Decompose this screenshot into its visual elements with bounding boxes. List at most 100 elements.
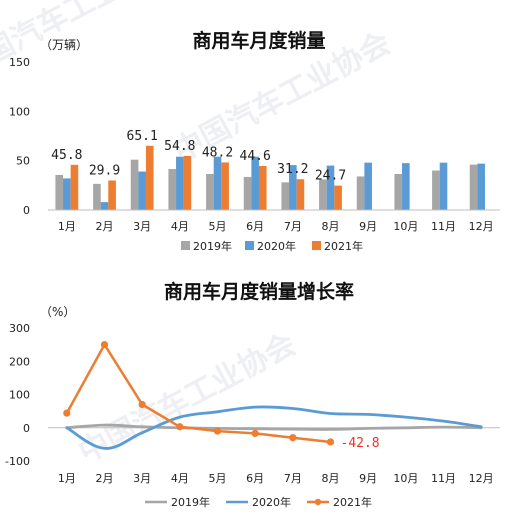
data-label-7月: 31.2 [277,162,308,177]
y-tick-label-150: 150 [9,56,30,69]
point-2021年-4月 [176,423,184,431]
y-tick-label-50: 50 [16,155,30,168]
y-tick-label--100: -100 [5,455,30,468]
point-2021年-5月 [213,427,222,435]
bar-2021年-2月 [108,180,116,210]
bar-2020年-7月 [289,165,297,210]
bar-2020年-11月 [439,162,448,210]
legend-label-2020年: 2020年 [257,239,296,253]
x-tick-label-6月: 6月 [246,472,264,485]
y-tick-label-0: 0 [23,422,30,435]
line-chart-legend: 2019年 2020年 2021年 [145,495,372,509]
bar-chart-title: 商用车月度销量 [192,29,325,52]
y-tick-label-100: 100 [9,389,30,402]
line-chart-unit: （%） [40,305,75,319]
x-tick-label-5月: 5月 [209,472,227,485]
bar-2020年-5月 [213,156,222,210]
point-2021年-2月 [100,341,109,349]
x-tick-label-2月: 2月 [96,220,114,233]
line-chart-data-labels: -42.8 [341,436,380,451]
bar-2019年-6月 [243,176,252,210]
bar-2019年-2月 [93,183,101,210]
point-2021年-6月 [251,429,259,438]
x-tick-label-7月: 7月 [284,220,302,233]
bar-2020年-9月 [364,162,372,210]
bar-2020年-1月 [63,178,71,210]
x-tick-label-10月: 10月 [393,472,418,485]
bar-2019年-7月 [281,182,290,210]
data-label-4月: 54.8 [164,139,195,154]
x-tick-label-12月: 12月 [469,220,494,233]
y-tick-label-100: 100 [9,105,30,118]
bar-chart: 商用车月度销量 （万辆） 0 50 100 150 1月 2月 3月 4月 5月 6月 7月 8月 9… [9,29,500,253]
bar-2019年-12月 [469,164,478,210]
bar-chart-x-axis: 1月 2月 3月 4月 5月 6月 7月 8月 9月 10月 11月 12月 [58,220,494,233]
x-tick-label-7月: 7月 [284,472,302,485]
bar-2020年-10月 [402,163,410,210]
x-tick-label-4月: 4月 [171,472,189,485]
legend-swatch-2019年 [181,241,190,250]
x-tick-label-8月: 8月 [322,472,340,485]
bar-2019年-3月 [130,159,139,210]
bar-2020年-3月 [138,171,146,210]
legend-swatch-2020年 [245,241,254,250]
x-tick-label-12月: 12月 [469,472,494,485]
y-tick-label-300: 300 [9,322,30,335]
bar-2019年-9月 [356,176,365,210]
x-tick-label-9月: 9月 [359,220,377,233]
bar-2020年-4月 [176,156,184,210]
x-tick-label-5月: 5月 [209,220,227,233]
point-2021年-1月 [63,409,71,417]
bar-2019年-4月 [168,169,177,210]
x-tick-label-3月: 3月 [133,220,151,233]
bar-2019年-5月 [206,173,214,210]
x-tick-label-8月: 8月 [322,220,340,233]
legend-label-2021年: 2021年 [333,495,372,509]
x-tick-label-11月: 11月 [431,220,456,233]
x-tick-label-2月: 2月 [96,472,114,485]
data-label-3月: 65.1 [127,129,158,144]
watermark: 中国汽车工业协会 中国汽车工业协会 中国汽车工业协会 [0,0,396,470]
bar-2019年-8月 [319,179,327,210]
bar-chart-unit: （万辆） [40,38,88,52]
bar-2021年-1月 [70,164,79,210]
bar-chart-y-axis: 0 50 100 150 [9,56,30,217]
bar-2020年-8月 [326,165,335,210]
x-tick-label-1月: 1月 [58,220,76,233]
bar-chart-data-labels: 45.8 29.9 65.1 54.8 48.2 44.6 31.2 24.7 [51,129,346,184]
line-chart-x-axis: 1月 2月 3月 4月 5月 6月 7月 8月 9月 10月 11月 12月 [58,472,494,485]
bar-2019年-10月 [394,173,403,210]
x-tick-label-6月: 6月 [246,220,264,233]
line-2021年 [65,343,332,444]
bar-2019年-1月 [55,174,64,210]
bar-chart-bars [55,145,485,210]
bar-chart-legend: 2019年 2020年 2021年 [181,239,363,253]
bar-2020年-6月 [251,156,259,210]
line-chart: 商用车月度销量增长率 （%） -100 0 100 200 300 1月 2月 3月 4月 5月… [5,280,500,509]
point-2021年-3月 [138,400,146,409]
line-chart-y-axis: -100 0 100 200 300 [5,322,30,468]
bar-2020年-12月 [477,163,485,210]
bar-2021年-8月 [334,185,342,210]
legend-label-2019年: 2019年 [171,495,210,509]
y-tick-label-0: 0 [23,204,30,217]
end-label-2021: -42.8 [341,436,380,451]
x-tick-label-4月: 4月 [171,220,189,233]
x-tick-label-1月: 1月 [58,472,76,485]
line-2019年 [65,423,483,431]
data-label-6月: 44.6 [240,149,271,164]
data-label-2月: 29.9 [89,163,120,178]
legend-label-2019年: 2019年 [193,239,232,253]
line-2020年 [65,405,483,450]
bar-2020年-2月 [100,202,109,210]
point-2021年-7月 [289,434,297,442]
data-label-1月: 45.8 [51,148,82,163]
x-tick-label-3月: 3月 [133,472,151,485]
watermark-text-corner: 中国汽车工业协会 [0,0,180,86]
legend-label-2020年: 2020年 [252,495,291,509]
bar-2021年-7月 [296,179,305,210]
legend-swatch-2021年 [312,241,321,250]
line-chart-series [63,341,483,450]
